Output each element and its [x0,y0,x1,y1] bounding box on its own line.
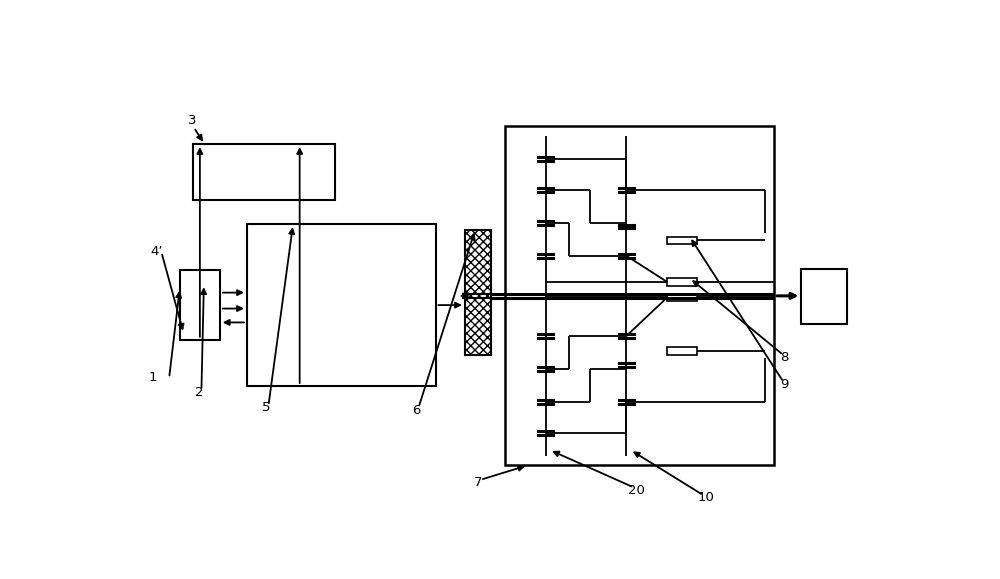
Bar [180,270,220,340]
Text: 10: 10 [697,492,714,504]
Text: 4’: 4’ [151,245,163,258]
Text: 2: 2 [195,386,204,399]
Bar [667,294,697,301]
Text: 5: 5 [262,401,271,415]
Text: 1: 1 [149,371,158,383]
Bar [193,144,335,200]
Bar [667,237,697,244]
Bar [505,126,774,466]
Bar [247,224,436,386]
Text: 8: 8 [780,351,789,364]
Bar [465,230,491,355]
Bar [667,278,697,286]
Bar [667,347,697,355]
Bar [801,269,847,324]
Text: 3: 3 [188,114,196,127]
Text: 7: 7 [474,476,482,489]
Text: 9: 9 [780,378,789,391]
Text: 6: 6 [412,404,421,417]
Text: 20: 20 [628,483,645,497]
